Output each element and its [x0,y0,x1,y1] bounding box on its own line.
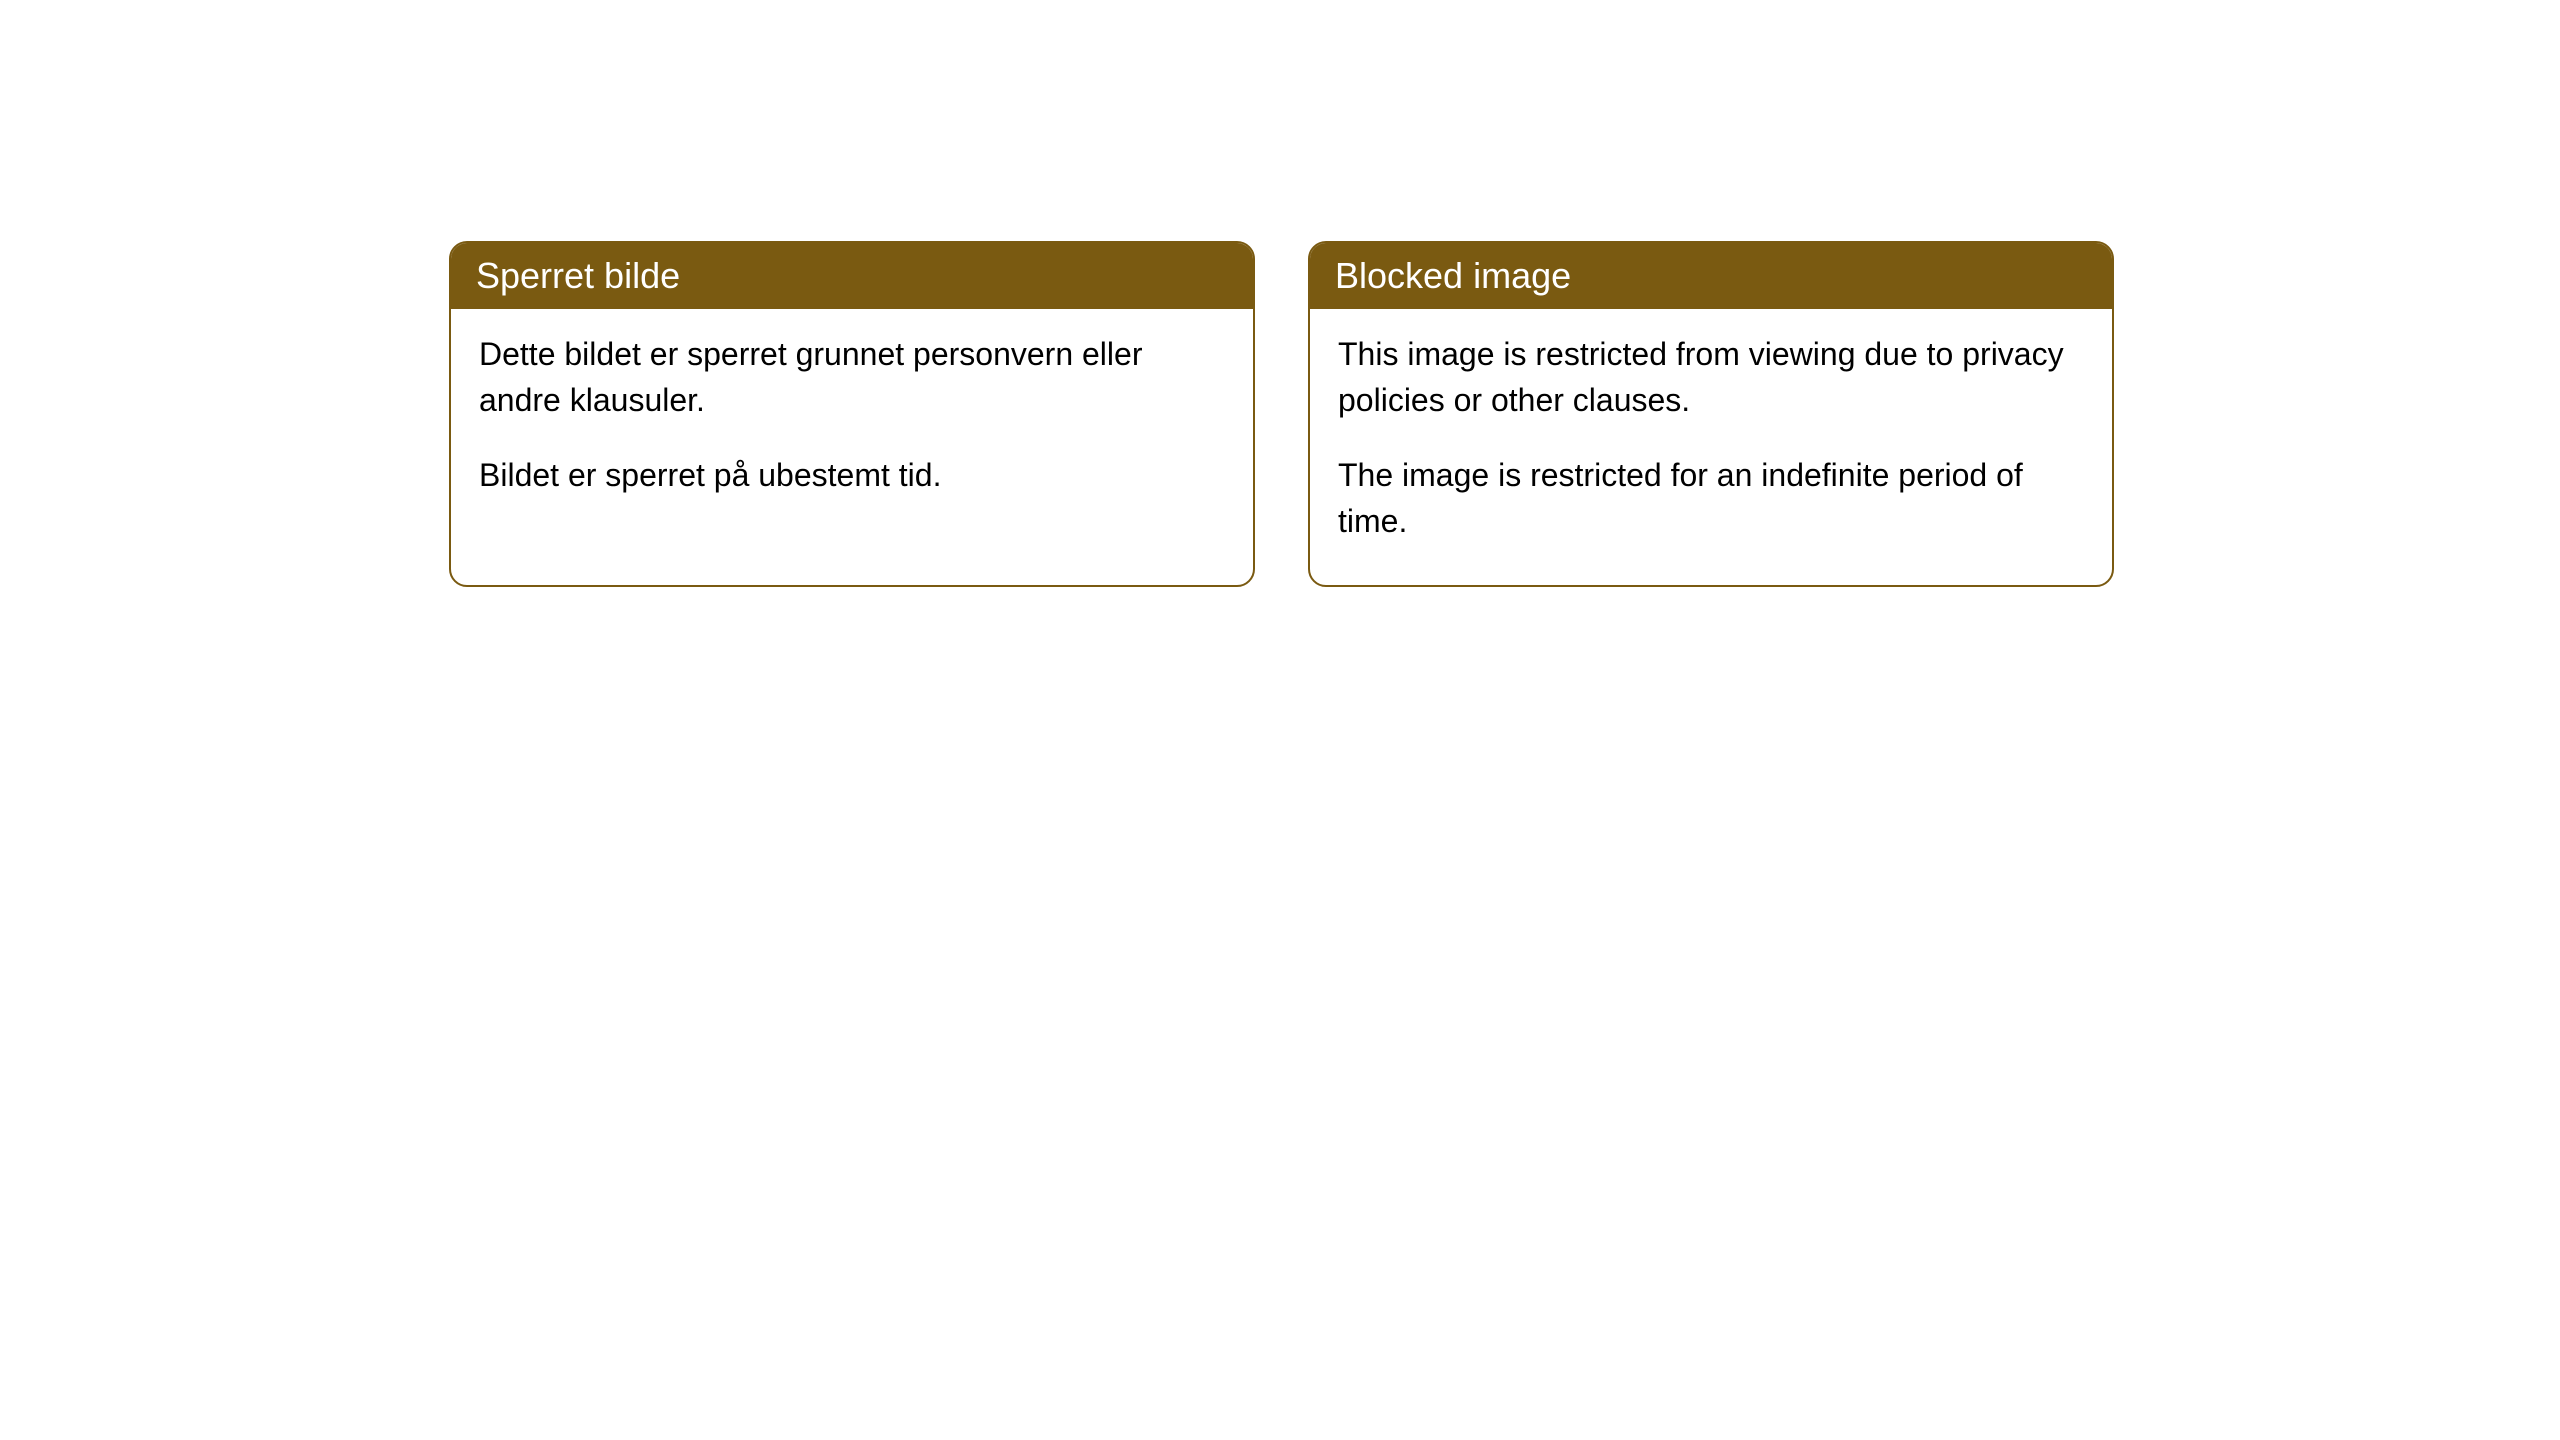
card-title: Blocked image [1335,255,1571,296]
notice-card-norwegian: Sperret bilde Dette bildet er sperret gr… [449,241,1255,587]
card-paragraph: Dette bildet er sperret grunnet personve… [479,331,1225,424]
notice-card-english: Blocked image This image is restricted f… [1308,241,2114,587]
notice-container: Sperret bilde Dette bildet er sperret gr… [449,241,2114,587]
card-header: Sperret bilde [451,243,1253,309]
card-paragraph: Bildet er sperret på ubestemt tid. [479,452,1225,498]
card-body: Dette bildet er sperret grunnet personve… [451,309,1253,538]
card-header: Blocked image [1310,243,2112,309]
card-body: This image is restricted from viewing du… [1310,309,2112,585]
card-paragraph: This image is restricted from viewing du… [1338,331,2084,424]
card-title: Sperret bilde [476,255,680,296]
card-paragraph: The image is restricted for an indefinit… [1338,452,2084,545]
